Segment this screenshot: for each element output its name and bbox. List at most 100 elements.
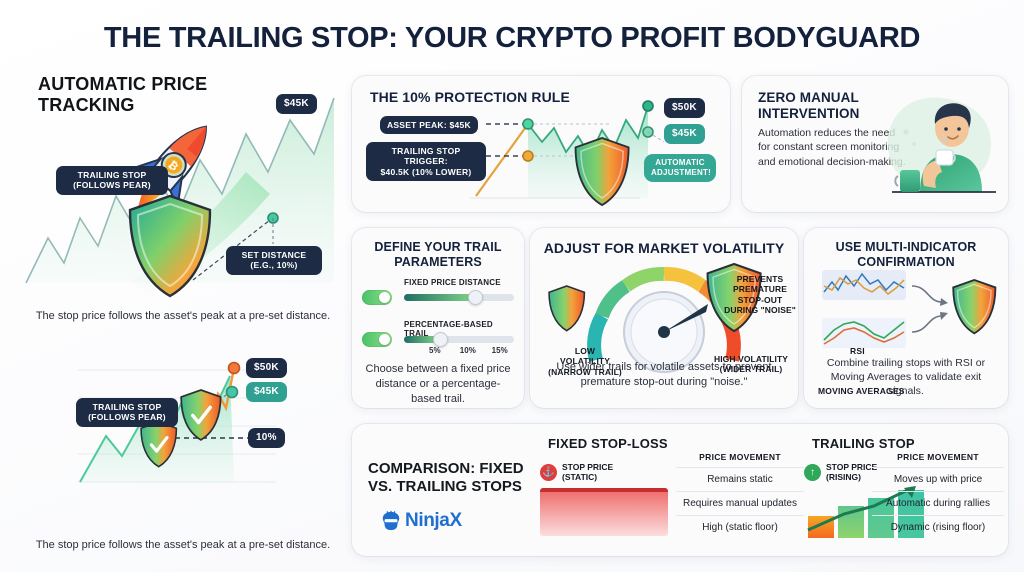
label-high-volatility: HIGH VOLATILITY (WIDER TRAIL) <box>713 354 789 375</box>
label-rsi: RSI <box>850 346 865 356</box>
shield-icon-protection <box>574 137 630 207</box>
panel-title-volatility: ADJUST FOR MARKET VOLATILITY <box>543 240 785 256</box>
trailing-row-1: Moves up with price <box>872 467 1004 491</box>
heading-fixed-stop-loss: FIXED STOP-LOSS <box>548 436 668 451</box>
shield-icon-high <box>706 262 762 333</box>
shield-icon-high-right <box>180 389 222 441</box>
badge-45k: $45K <box>664 124 705 145</box>
point-50k <box>642 100 654 112</box>
point-45k-bottom <box>225 385 239 399</box>
brand-logo-ninjax: NinjaX <box>380 508 520 534</box>
fixed-row-3: High (static floor) <box>676 515 804 539</box>
trend-arrow-head <box>904 486 916 498</box>
fixed-row-1: Remains static <box>676 467 804 491</box>
person-illustration <box>887 97 996 193</box>
stop-price-static-label: STOP PRICE (STATIC) <box>562 462 614 483</box>
panel-automatic-price-tracking: AUTOMATIC PRICE TRACKING <box>18 68 348 326</box>
volatility-gauge <box>548 262 762 373</box>
panel-volatility: ADJUST FOR MARKET VOLATILITY <box>530 228 798 408</box>
anchor-icon: ⚓ <box>540 463 557 481</box>
gauge-needle <box>664 304 708 332</box>
fixed-stop-chart <box>540 488 668 536</box>
rsi-line-blue <box>823 272 905 293</box>
person-head <box>935 109 969 147</box>
shield-icon <box>128 194 212 298</box>
panel-body-zero-manual: Automation reduces the need for constant… <box>758 127 906 168</box>
fixed-column-header: PRICE MOVEMENT <box>699 452 781 462</box>
caption-trailing-follows-peak: The stop price follows the asset's peak … <box>35 538 331 551</box>
comparison-title: COMPARISON: FIXED VS. TRAILING STOPS <box>368 460 524 495</box>
slider-percentage-based-trail[interactable] <box>404 332 514 347</box>
caption-multi-indicator: Combine trailing stops with RSI or Movin… <box>826 357 986 398</box>
rise-leg <box>475 123 529 197</box>
badge-50k-bottom: $50K <box>246 358 287 379</box>
heading-trailing-stop: TRAILING STOP <box>812 436 915 451</box>
point-50k-bottom <box>227 361 241 375</box>
trailing-stop-trigger-label: TRAILING STOP TRIGGER: $40.5K (10% LOWER… <box>366 142 486 182</box>
bar-4 <box>898 490 924 538</box>
label-moving-averages: MOVING AVERAGES <box>818 386 905 396</box>
panel-trailing-follows-peak: TRAILING STOP (FOLLOWS PEAR) $50K $45K 1… <box>18 340 348 555</box>
badge-45k-bottom: $45K <box>246 382 287 403</box>
fixed-comparison-list: PRICE MOVEMENT Remains static Requires m… <box>676 452 804 539</box>
person-arm <box>922 160 942 188</box>
caption-trail-parameters: Choose between a fixed price distance or… <box>365 363 511 405</box>
arrow-ma <box>911 315 943 333</box>
ninja-mask-icon <box>382 510 400 531</box>
ma-line-green <box>823 321 905 341</box>
table-mug <box>900 170 920 192</box>
trailing-stop-label-bottom: TRAILING STOP (FOLLOWS PEAR) <box>76 398 178 427</box>
panel-protection-rule: THE 10% PROTECTION RULE <box>352 76 730 212</box>
badge-50k: $50K <box>664 98 705 119</box>
toggle-fixed-price-distance[interactable] <box>362 290 392 305</box>
trailing-row-3: Dynamic (rising floor) <box>872 515 1004 539</box>
caption-automatic-price-tracking: The stop price follows the asset's peak … <box>35 309 331 322</box>
price-area <box>26 98 334 283</box>
ma-line-orange <box>823 327 905 345</box>
coffee-cup <box>935 149 954 166</box>
trail-area <box>80 376 234 482</box>
label-percentage-based-trail: PERCENTAGE-BASED TRAIL <box>404 320 493 338</box>
tick-5: 5% <box>429 346 441 355</box>
set-distance-connector <box>192 219 271 281</box>
protection-rule-svg <box>470 100 665 207</box>
bar-3 <box>868 498 894 538</box>
toggle-percentage-based-trail[interactable] <box>362 332 392 347</box>
asset-peak-point <box>522 118 534 130</box>
label-prevents-premature: PREVENTS PREMATURE STOP-OUT DURING "NOIS… <box>724 274 796 316</box>
panel-title-multi-indicator: USE MULTI-INDICATOR CONFIRMATION <box>835 240 977 269</box>
trigger-point <box>522 150 534 162</box>
panel-title-zero-manual: ZERO MANUAL INTERVENTION <box>758 90 860 121</box>
tick-10: 10% <box>459 346 476 355</box>
trailing-row-2: Automatic during rallies <box>872 491 1004 515</box>
tick-15: 15% <box>491 346 508 355</box>
panel-multi-indicator: USE MULTI-INDICATOR CONFIRMATION <box>804 228 1008 408</box>
stop-price-rising-tag: ↑ STOP PRICE (RISING) <box>804 462 877 482</box>
arrow-up-icon: ↑ <box>804 463 821 481</box>
rsi-line-orange <box>823 276 905 295</box>
badge-10-percent: 10% <box>248 428 285 449</box>
set-distance-label: SET DISTANCE (E.G., 10%) <box>226 246 322 275</box>
panel-title-automatic-price-tracking: AUTOMATIC PRICE TRACKING <box>38 74 208 116</box>
shield-icon-low <box>548 285 586 332</box>
asset-peak-label: ASSET PEAK: $45K <box>380 116 478 135</box>
person-hair <box>934 103 971 128</box>
rsi-chart-bg <box>822 270 906 300</box>
slider-ticks: 5% 10% 15% <box>404 346 514 358</box>
trailing-stop-bar-chart <box>807 486 924 538</box>
stop-price-static-tag: ⚓ STOP PRICE (STATIC) <box>540 462 613 482</box>
caption-volatility: Use wider trails for volatile assets to … <box>556 361 772 388</box>
ma-chart-bg <box>822 318 906 348</box>
shield-icon-multi <box>952 279 997 335</box>
page-title: THE TRAILING STOP: YOUR CRYPTO PROFIT BO… <box>103 22 921 54</box>
price-badge-45k: $45K <box>276 94 317 115</box>
trailing-comparison-list: PRICE MOVEMENT Moves up with price Autom… <box>872 452 1004 539</box>
trailing-peak-svg <box>78 361 276 483</box>
fixed-row-2: Requires manual updates <box>676 491 804 515</box>
slider-fixed-price-distance[interactable] <box>404 290 514 305</box>
trailing-stop-label: TRAILING STOP (FOLLOWS PEAR) <box>56 166 168 195</box>
multi-indicator-svg <box>822 270 997 348</box>
automatic-adjustment-badge: AUTOMATIC ADJUSTMENT! <box>644 154 716 182</box>
brand-name: NinjaX <box>405 510 462 531</box>
